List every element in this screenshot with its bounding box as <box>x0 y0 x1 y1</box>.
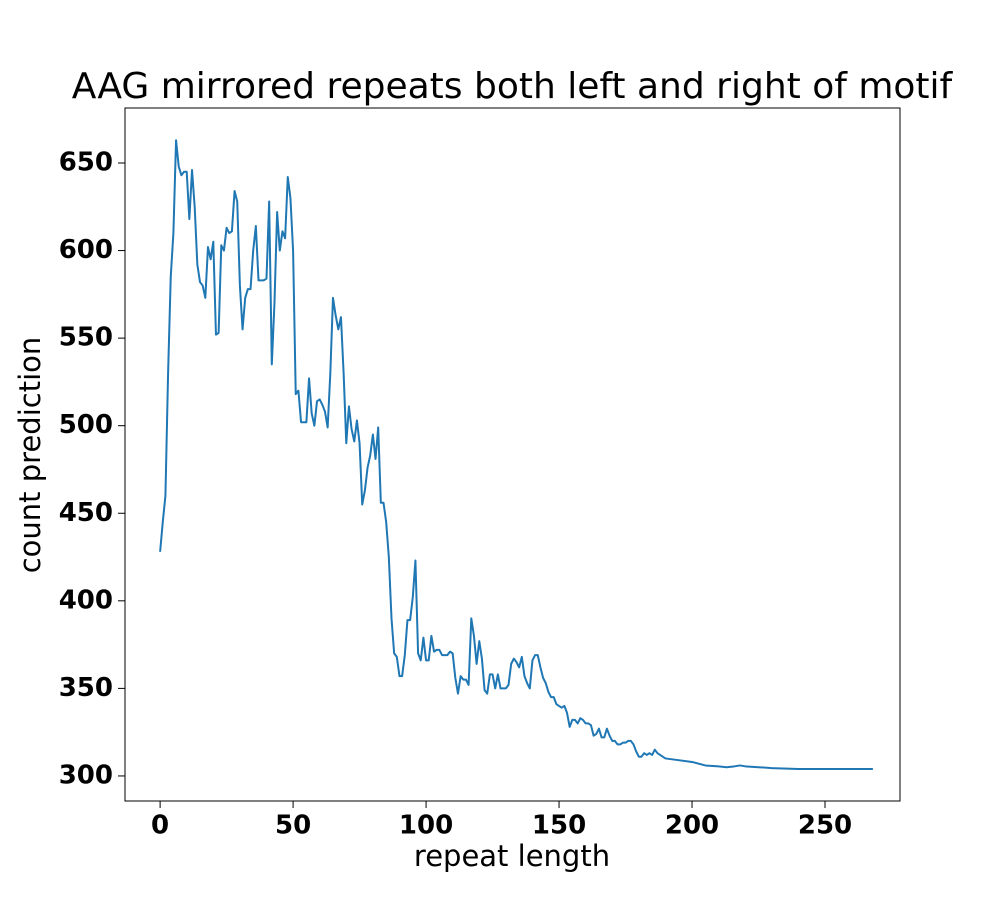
x-tick-label: 150 <box>532 811 586 841</box>
y-tick-label: 300 <box>59 760 113 790</box>
y-tick-label: 350 <box>59 673 113 703</box>
x-tick-label: 200 <box>665 811 719 841</box>
x-tick-label: 50 <box>275 811 311 841</box>
chart-title: AAG mirrored repeats both left and right… <box>72 66 954 107</box>
y-axis-label: count prediction <box>13 337 47 574</box>
x-axis-label: repeat length <box>414 839 610 873</box>
y-tick-label: 650 <box>59 147 113 177</box>
y-tick-label: 400 <box>59 585 113 615</box>
x-tick-label: 250 <box>798 811 852 841</box>
plot-frame <box>124 107 901 802</box>
y-tick-label: 450 <box>59 498 113 528</box>
y-tick-label: 550 <box>59 323 113 353</box>
y-tick-label: 500 <box>59 410 113 440</box>
x-tick-label: 0 <box>151 811 169 841</box>
data-line <box>159 139 873 770</box>
x-tick-label: 100 <box>399 811 453 841</box>
y-tick-label: 600 <box>59 235 113 265</box>
